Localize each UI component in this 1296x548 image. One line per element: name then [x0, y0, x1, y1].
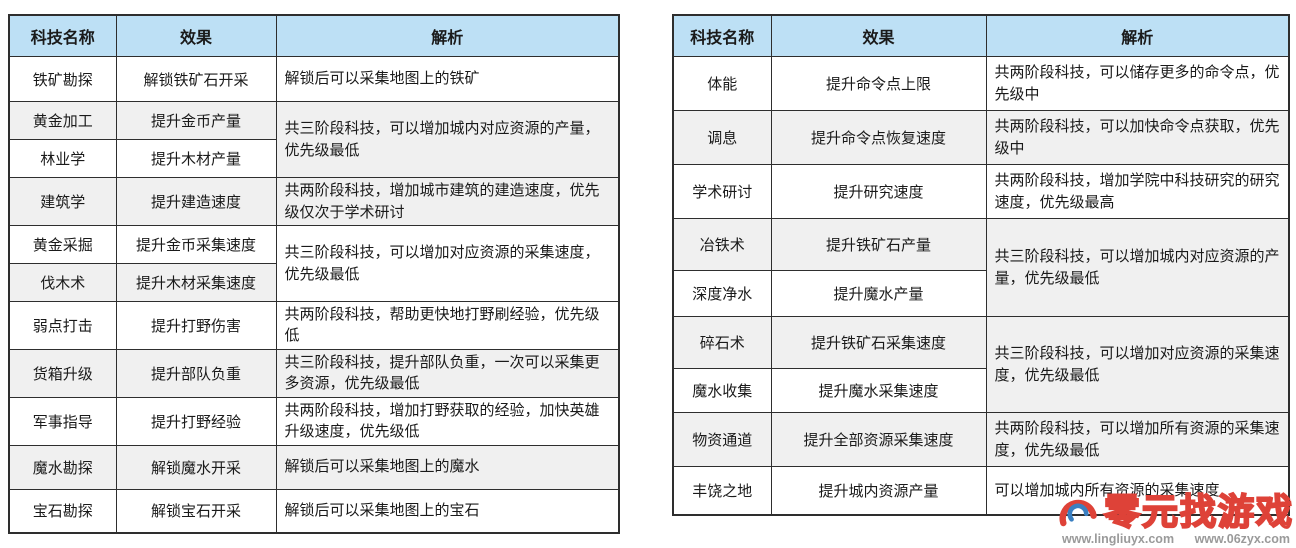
tech-name-cell: 碎石术: [672, 316, 772, 369]
tech-name-cell: 林业学: [8, 139, 117, 178]
table-row: 物资通道 提升全部资源采集速度 共两阶段科技，可以增加所有资源的采集速度，优先级…: [672, 412, 1290, 467]
tech-name-cell: 学术研讨: [672, 164, 772, 219]
table-row: 宝石勘探 解锁宝石开采 解锁后可以采集地图上的宝石: [8, 488, 620, 534]
tech-table-left: 科技名称 效果 解析 铁矿勘探 解锁铁矿石开采 解锁后可以采集地图上的铁矿 黄金…: [8, 14, 620, 535]
analysis-cell: 共两阶段科技，增加城市建筑的建造速度，优先级仅次于学术研讨: [275, 177, 620, 226]
tech-name-cell: 体能: [672, 56, 772, 111]
effect-cell: 解锁宝石开采: [115, 488, 277, 534]
table-row: 碎石术 提升铁矿石采集速度 共三阶段科技，可以增加对应资源的采集速度，优先级最低: [672, 316, 1290, 413]
effect-cell: 提升魔水采集速度: [770, 368, 987, 413]
effect-cell: 提升城内资源产量: [770, 466, 987, 515]
column-header-effect: 效果: [115, 14, 277, 57]
effect-cell: 解锁魔水开采: [115, 444, 277, 490]
effect-cell: 提升研究速度: [770, 164, 987, 219]
tech-name-cell: 丰饶之地: [672, 466, 772, 515]
column-header-analysis: 解析: [985, 14, 1290, 57]
header-row: 科技名称 效果 解析: [672, 14, 1290, 57]
tech-name-cell: 冶铁术: [672, 218, 772, 271]
analysis-cell: 共两阶段科技，可以增加所有资源的采集速度，优先级最低: [985, 412, 1290, 467]
effect-cell: 提升金币采集速度: [115, 225, 277, 264]
column-header-tech-name: 科技名称: [8, 14, 117, 57]
analysis-cell: 可以增加城内所有资源的采集速度: [985, 466, 1290, 515]
table-row: 魔水收集 提升魔水采集速度: [672, 368, 1289, 413]
tech-name-cell: 黄金加工: [8, 101, 117, 140]
effect-cell: 提升命令点上限: [770, 56, 987, 111]
analysis-cell: 共两阶段科技，可以储存更多的命令点，优先级中: [985, 56, 1290, 111]
analysis-cell-merged: 共三阶段科技，可以增加对应资源的采集速度，优先级最低: [985, 316, 1290, 413]
tech-name-cell: 货箱升级: [8, 348, 117, 398]
table-row: 调息 提升命令点恢复速度 共两阶段科技，可以加快命令点获取，优先级中: [672, 110, 1290, 165]
table-row: 铁矿勘探 解锁铁矿石开采 解锁后可以采集地图上的铁矿: [8, 56, 620, 102]
effect-cell: 提升命令点恢复速度: [770, 110, 987, 165]
table-row: 丰饶之地 提升城内资源产量 可以增加城内所有资源的采集速度: [672, 466, 1290, 515]
analysis-cell: 共两阶段科技，增加学院中科技研究的研究速度，优先级最高: [985, 164, 1290, 219]
effect-cell: 提升打野经验: [115, 396, 277, 446]
table-row: 黄金加工 提升金币产量 共三阶段科技，可以增加城内对应资源的产量，优先级最低: [8, 101, 620, 178]
effect-cell: 提升木材采集速度: [115, 263, 277, 302]
tech-name-cell: 黄金采掘: [8, 225, 117, 264]
analysis-cell: 共三阶段科技，提升部队负重，一次可以采集更多资源，优先级最低: [275, 348, 620, 398]
effect-cell: 提升木材产量: [115, 139, 277, 178]
analysis-cell-merged: 共三阶段科技，可以增加对应资源的采集速度，优先级最低: [275, 225, 620, 302]
tech-name-cell: 建筑学: [8, 177, 117, 226]
table-row: 伐木术 提升木材采集速度: [8, 263, 619, 302]
table-row: 弱点打击 提升打野伤害 共两阶段科技，帮助更快地打野刷经验，优先级低: [8, 301, 620, 350]
table-row: 林业学 提升木材产量: [8, 139, 619, 178]
table-row: 魔水勘探 解锁魔水开采 解锁后可以采集地图上的魔水: [8, 444, 620, 490]
tech-name-cell: 伐木术: [8, 263, 117, 302]
analysis-cell-merged: 共三阶段科技，可以增加城内对应资源的产量，优先级最低: [985, 218, 1290, 317]
analysis-cell: 解锁后可以采集地图上的铁矿: [275, 56, 620, 102]
column-header-analysis: 解析: [275, 14, 620, 57]
column-header-tech-name: 科技名称: [672, 14, 772, 57]
table-row: 建筑学 提升建造速度 共两阶段科技，增加城市建筑的建造速度，优先级仅次于学术研讨: [8, 177, 620, 226]
analysis-cell: 解锁后可以采集地图上的魔水: [275, 444, 620, 490]
watermark-url-2: www.06zyx.com: [1194, 532, 1290, 546]
analysis-cell: 共两阶段科技，增加打野获取的经验，加快英雄升级速度，优先级低: [275, 396, 620, 446]
tech-name-cell: 宝石勘探: [8, 488, 117, 534]
effect-cell: 提升魔水产量: [770, 270, 987, 317]
tech-name-cell: 军事指导: [8, 396, 117, 446]
effect-cell: 提升部队负重: [115, 348, 277, 398]
table-row: 冶铁术 提升铁矿石产量 共三阶段科技，可以增加城内对应资源的产量，优先级最低: [672, 218, 1290, 317]
watermark-url-1: www.lingliuyx.com: [1062, 532, 1175, 546]
tech-name-cell: 铁矿勘探: [8, 56, 117, 102]
header-row: 科技名称 效果 解析: [8, 14, 620, 57]
effect-cell: 解锁铁矿石开采: [115, 56, 277, 102]
effect-cell: 提升建造速度: [115, 177, 277, 226]
effect-cell: 提升铁矿石产量: [770, 218, 987, 271]
effect-cell: 提升打野伤害: [115, 301, 277, 350]
effect-cell: 提升金币产量: [115, 101, 277, 140]
table-row: 军事指导 提升打野经验 共两阶段科技，增加打野获取的经验，加快英雄升级速度，优先…: [8, 396, 620, 446]
table-row: 黄金采掘 提升金币采集速度 共三阶段科技，可以增加对应资源的采集速度，优先级最低: [8, 225, 620, 302]
tech-name-cell: 深度净水: [672, 270, 772, 317]
tech-name-cell: 魔水勘探: [8, 444, 117, 490]
tech-name-cell: 物资通道: [672, 412, 772, 467]
tech-name-cell: 魔水收集: [672, 368, 772, 413]
table-row: 货箱升级 提升部队负重 共三阶段科技，提升部队负重，一次可以采集更多资源，优先级…: [8, 348, 620, 398]
tech-name-cell: 调息: [672, 110, 772, 165]
table-row: 体能 提升命令点上限 共两阶段科技，可以储存更多的命令点，优先级中: [672, 56, 1290, 111]
column-header-effect: 效果: [770, 14, 987, 57]
effect-cell: 提升全部资源采集速度: [770, 412, 987, 467]
analysis-cell: 解锁后可以采集地图上的宝石: [275, 488, 620, 534]
tech-table-right: 科技名称 效果 解析 体能 提升命令点上限 共两阶段科技，可以储存更多的命令点，…: [672, 14, 1290, 516]
analysis-cell: 共两阶段科技，帮助更快地打野刷经验，优先级低: [275, 301, 620, 350]
analysis-cell: 共两阶段科技，可以加快命令点获取，优先级中: [985, 110, 1290, 165]
tech-name-cell: 弱点打击: [8, 301, 117, 350]
analysis-cell-merged: 共三阶段科技，可以增加城内对应资源的产量，优先级最低: [275, 101, 620, 178]
table-row: 深度净水 提升魔水产量: [672, 270, 1289, 317]
watermark-urls: www.lingliuyx.com www.06zyx.com: [1062, 532, 1290, 546]
effect-cell: 提升铁矿石采集速度: [770, 316, 987, 369]
table-row: 学术研讨 提升研究速度 共两阶段科技，增加学院中科技研究的研究速度，优先级最高: [672, 164, 1290, 219]
